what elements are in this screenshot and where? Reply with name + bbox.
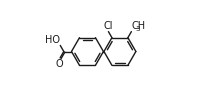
Text: CH: CH <box>132 21 146 31</box>
Text: O: O <box>56 59 64 68</box>
Text: Cl: Cl <box>104 21 113 31</box>
Text: 3: 3 <box>135 26 140 32</box>
Text: HO: HO <box>45 35 60 45</box>
